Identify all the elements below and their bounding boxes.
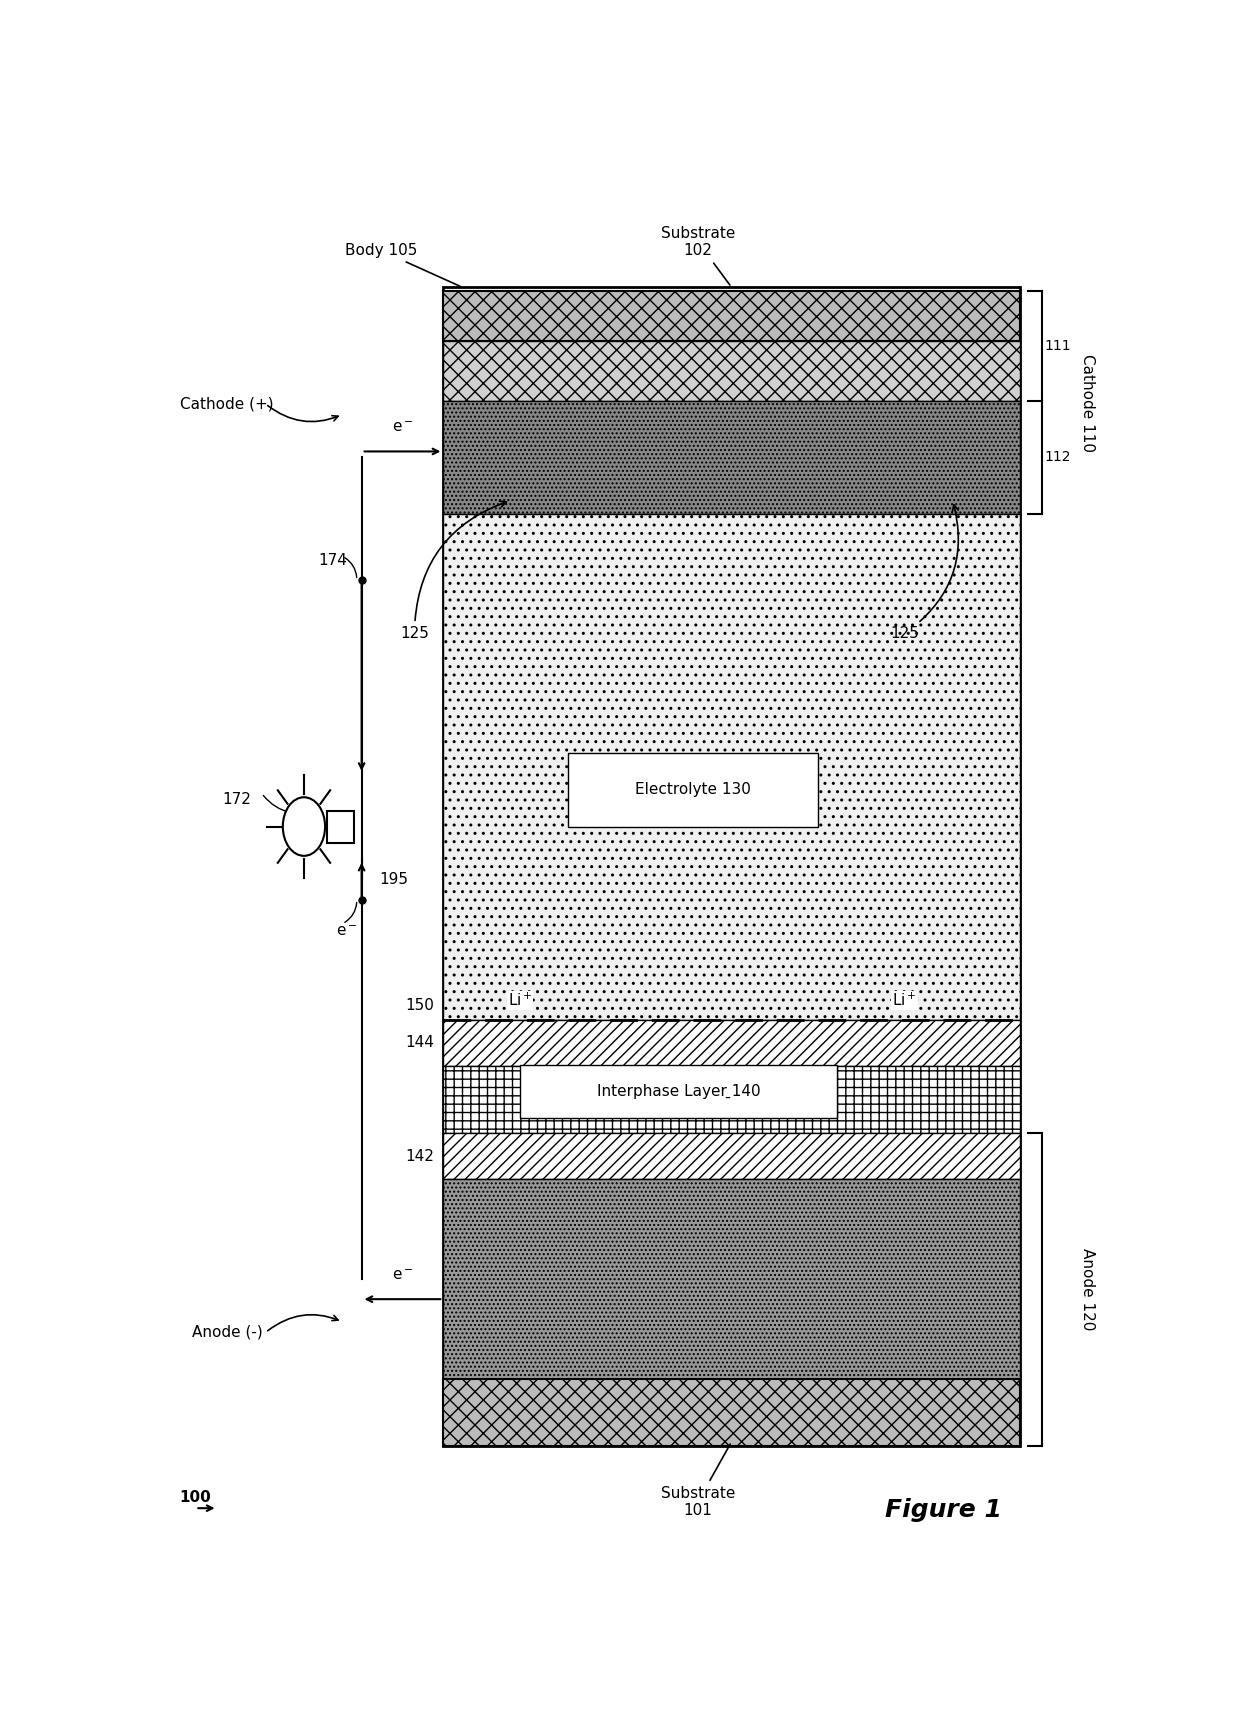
Text: Li$^+$: Li$^+$: [508, 992, 532, 1010]
Text: 111: 111: [1045, 339, 1071, 353]
Text: Interphase Layer ̱140: Interphase Layer ̱140: [596, 1084, 760, 1100]
Bar: [444, 1132, 1019, 1179]
Text: Electrolyte 130: Electrolyte 130: [635, 783, 751, 797]
Bar: [444, 401, 1019, 514]
Bar: [444, 1179, 1019, 1380]
Text: 125: 125: [890, 505, 959, 641]
Text: Anode 120: Anode 120: [1080, 1248, 1095, 1330]
Bar: [444, 1067, 1019, 1132]
Bar: [327, 811, 355, 842]
Text: 100: 100: [180, 1489, 211, 1504]
Text: Figure 1: Figure 1: [884, 1497, 1002, 1522]
Text: Cathode (+): Cathode (+): [180, 396, 274, 412]
Bar: [444, 1020, 1019, 1067]
Bar: [444, 1380, 1019, 1445]
Text: 142: 142: [404, 1148, 434, 1164]
Text: 112: 112: [1045, 450, 1071, 463]
Text: Substrate
102: Substrate 102: [661, 226, 735, 285]
Bar: [444, 514, 1019, 1020]
Text: 174: 174: [319, 553, 347, 567]
Text: Body 105: Body 105: [345, 244, 460, 287]
Text: 172: 172: [222, 792, 250, 807]
Text: e$^-$: e$^-$: [336, 923, 358, 939]
Text: Cathode 110: Cathode 110: [1080, 353, 1095, 451]
Circle shape: [283, 797, 325, 856]
Text: Li$^+$: Li$^+$: [893, 992, 916, 1010]
Bar: [521, 1065, 837, 1119]
Text: e$^-$: e$^-$: [392, 1267, 413, 1283]
Text: Anode (-): Anode (-): [192, 1324, 263, 1340]
Text: 150: 150: [404, 998, 434, 1013]
Bar: [568, 754, 818, 826]
Text: e$^-$: e$^-$: [392, 420, 413, 436]
Text: 125: 125: [401, 501, 506, 641]
Bar: [444, 287, 1019, 1445]
Bar: [444, 292, 1019, 341]
Bar: [444, 341, 1019, 401]
Text: 195: 195: [379, 873, 408, 887]
Text: 144: 144: [404, 1036, 434, 1051]
Text: Substrate
101: Substrate 101: [661, 1444, 735, 1518]
